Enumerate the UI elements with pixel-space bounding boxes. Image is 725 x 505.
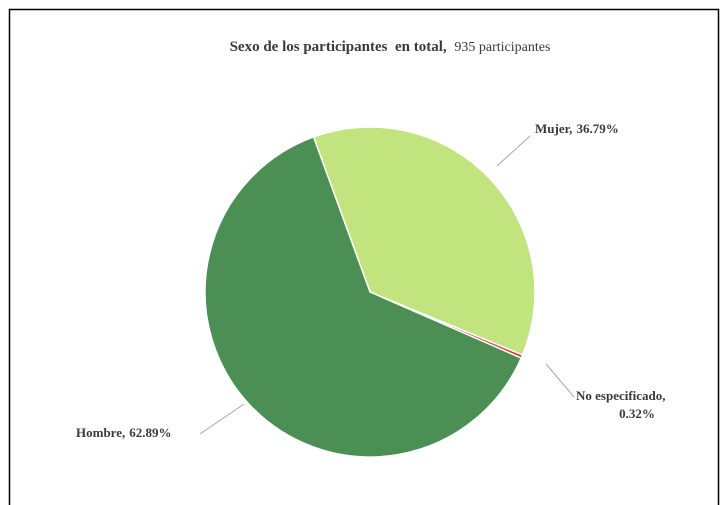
data-label: Mujer, 36.79% [535,121,619,136]
data-label-value: 0.32% [619,406,655,421]
leader-line [496,135,531,167]
data-label-category: Hombre, [76,425,125,440]
data-label-category: Mujer, [535,121,572,136]
chart-subtitle: 935 participantes [454,40,550,55]
data-label-category: No especificado, [576,388,666,403]
leader-line [199,403,245,435]
leader-line [545,363,575,398]
data-label: Hombre, 62.89% [76,425,171,440]
chart-title: Sexo de los participantes en total, [230,39,447,55]
chart-title-group: Sexo de los participantes en total, 935 … [230,39,551,55]
pie-slice [204,135,523,458]
data-label-value: 62.89% [129,425,171,440]
data-label-value: 36.79% [576,121,618,136]
frame [8,8,720,505]
pie-slice [312,126,536,356]
